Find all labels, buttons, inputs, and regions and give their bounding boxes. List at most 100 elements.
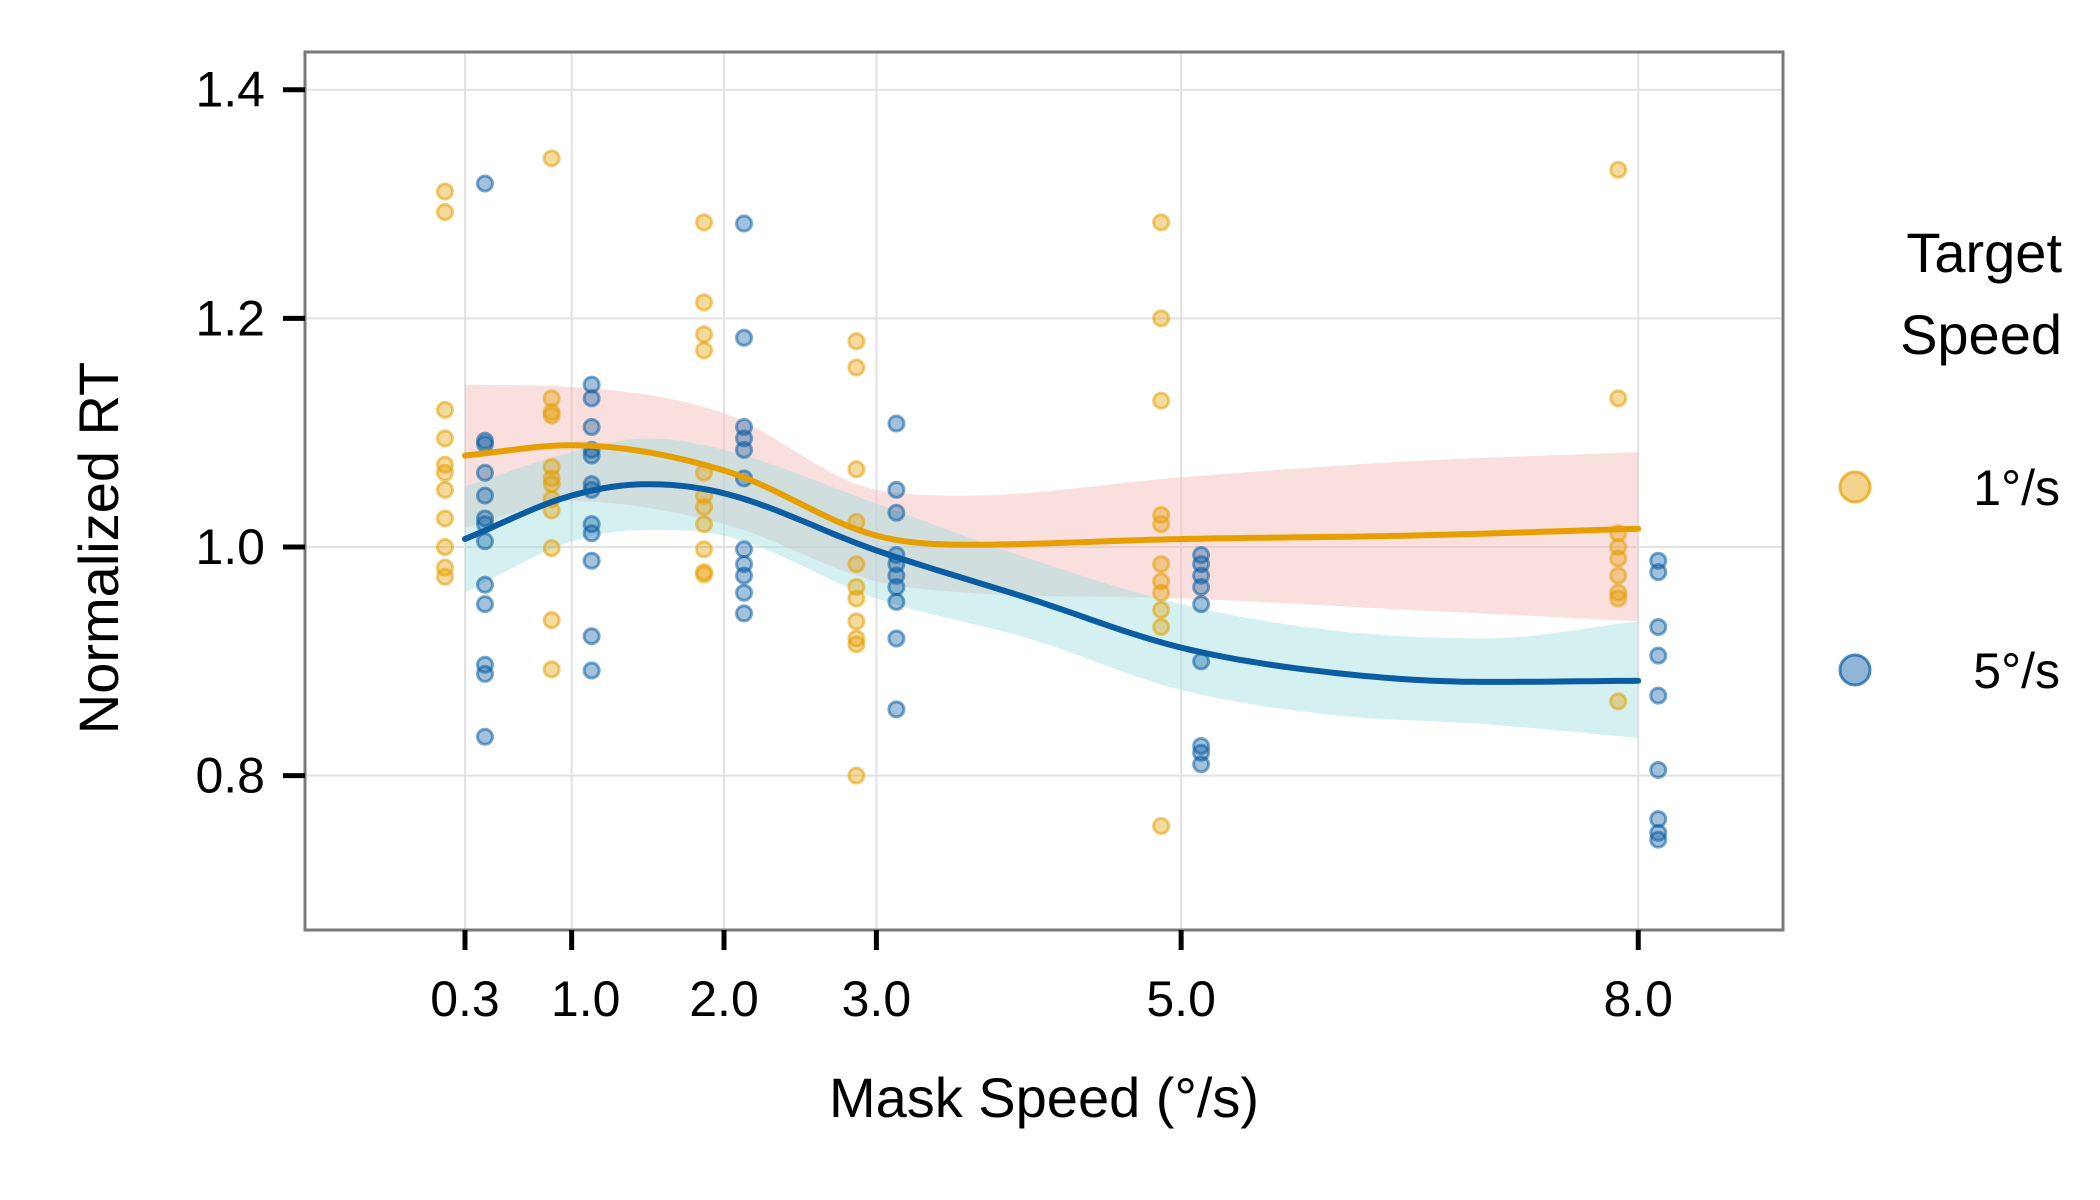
data-point-5deg <box>582 524 601 543</box>
data-point-5deg <box>887 503 906 522</box>
data-point-5deg <box>1649 618 1668 637</box>
data-point-5deg <box>887 480 906 499</box>
data-point-5deg <box>735 540 754 559</box>
legend-label-5deg: 5°/s <box>1973 643 2060 699</box>
data-point-1deg <box>435 400 454 419</box>
data-point-5deg <box>735 583 754 602</box>
x-tick-label: 0.3 <box>430 971 500 1027</box>
data-point-1deg <box>542 149 561 168</box>
data-point-1deg <box>1152 600 1171 619</box>
data-point-5deg <box>475 486 494 505</box>
legend: Target Speed 1°/s 5°/s <box>1838 221 2062 699</box>
data-point-1deg <box>1152 213 1171 232</box>
data-point-5deg <box>475 575 494 594</box>
data-point-1deg <box>435 463 454 482</box>
data-point-5deg <box>1192 595 1211 614</box>
data-point-5deg <box>582 627 601 646</box>
data-point-1deg <box>1152 618 1171 637</box>
x-axis-title: Mask Speed (°/s) <box>829 1066 1259 1129</box>
data-point-5deg <box>887 592 906 611</box>
legend-key-5deg <box>1838 653 1872 687</box>
y-axis-title: Normalized RT <box>67 362 130 734</box>
x-tick-label: 8.0 <box>1603 971 1673 1027</box>
data-point-1deg <box>695 213 714 232</box>
ribbon-1deg <box>465 384 1639 622</box>
data-point-5deg <box>887 700 906 719</box>
data-point-1deg <box>847 635 866 654</box>
data-point-1deg <box>847 589 866 608</box>
data-point-5deg <box>1649 760 1668 779</box>
data-point-5deg <box>582 661 601 680</box>
data-point-1deg <box>435 429 454 448</box>
data-point-1deg <box>435 182 454 201</box>
data-point-1deg <box>1609 589 1628 608</box>
smooth-lines <box>462 442 1642 685</box>
data-point-1deg <box>1609 549 1628 568</box>
data-point-5deg <box>475 463 494 482</box>
data-point-5deg <box>735 566 754 585</box>
data-point-1deg <box>542 475 561 494</box>
data-point-5deg <box>1649 563 1668 582</box>
data-point-1deg <box>435 509 454 528</box>
data-point-1deg <box>542 611 561 630</box>
data-point-1deg <box>435 567 454 586</box>
data-point-5deg <box>1649 646 1668 665</box>
data-point-5deg <box>582 551 601 570</box>
data-point-1deg <box>847 612 866 631</box>
data-point-5deg <box>735 214 754 233</box>
data-point-1deg <box>1152 515 1171 534</box>
legend-title-line-2: Speed <box>1900 303 2062 366</box>
data-point-5deg <box>887 578 906 597</box>
x-axis: 0.3 1.0 2.0 3.0 5.0 8.0 <box>430 930 1673 1027</box>
data-point-1deg <box>847 358 866 377</box>
data-point-1deg <box>695 515 714 534</box>
data-point-5deg <box>475 595 494 614</box>
data-point-1deg <box>695 293 714 312</box>
data-point-5deg <box>735 440 754 459</box>
data-point-5deg <box>475 509 494 528</box>
data-point-5deg <box>582 417 601 436</box>
data-point-1deg <box>1152 816 1171 835</box>
data-point-5deg <box>582 389 601 408</box>
data-point-1deg <box>435 480 454 499</box>
data-point-5deg <box>735 604 754 623</box>
data-point-1deg <box>695 341 714 360</box>
data-point-1deg <box>435 203 454 222</box>
data-point-5deg <box>887 414 906 433</box>
data-point-1deg <box>847 555 866 574</box>
x-tick-label: 3.0 <box>842 971 912 1027</box>
data-point-1deg <box>542 406 561 425</box>
x-tick-label: 2.0 <box>689 971 759 1027</box>
legend-title-line-1: Target <box>1906 221 2062 284</box>
data-point-5deg <box>475 727 494 746</box>
data-point-5deg <box>475 664 494 683</box>
data-point-5deg <box>475 435 494 454</box>
data-point-1deg <box>695 498 714 517</box>
legend-label-1deg: 1°/s <box>1973 460 2060 516</box>
data-point-1deg <box>1152 555 1171 574</box>
plot-frame <box>303 50 1785 932</box>
data-point-1deg <box>1152 391 1171 410</box>
data-point-1deg <box>695 325 714 344</box>
ribbon-5deg <box>465 438 1639 738</box>
confidence-ribbons <box>465 384 1639 738</box>
data-point-1deg <box>1152 309 1171 328</box>
data-points <box>435 149 1668 849</box>
data-point-1deg <box>542 469 561 488</box>
data-point-1deg <box>1609 583 1628 602</box>
legend-key-1deg <box>1838 470 1872 504</box>
data-point-5deg <box>1192 755 1211 774</box>
data-point-1deg <box>542 660 561 679</box>
data-point-5deg <box>582 446 601 465</box>
data-point-1deg <box>695 540 714 559</box>
data-point-1deg <box>847 460 866 479</box>
y-axis: 0.8 1.0 1.2 1.4 <box>195 62 305 804</box>
data-point-5deg <box>1649 686 1668 705</box>
data-point-1deg <box>1609 160 1628 179</box>
data-point-5deg <box>887 629 906 648</box>
y-tick-label: 1.4 <box>195 62 265 118</box>
data-point-5deg <box>1192 578 1211 597</box>
y-tick-label: 1.0 <box>195 519 265 575</box>
data-point-1deg <box>695 565 714 584</box>
